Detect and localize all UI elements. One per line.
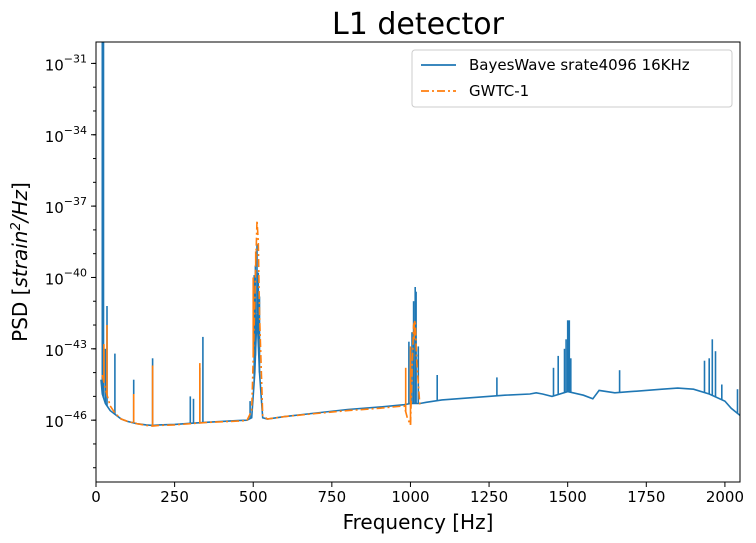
x-tick-label: 500 bbox=[239, 488, 268, 506]
y-tick-label: 10−34 bbox=[45, 124, 87, 146]
x-axis: 0 250 500 750 1000 1250 1500 1750 2000 bbox=[91, 482, 744, 506]
legend-label-gwtc1: GWTC-1 bbox=[469, 82, 529, 100]
series-curve bbox=[100, 313, 740, 427]
legend-frame bbox=[411, 49, 733, 108]
x-tick-label: 1500 bbox=[549, 488, 587, 506]
y-tick-label: 10−37 bbox=[45, 195, 87, 217]
x-tick-label: 2000 bbox=[706, 488, 744, 506]
x-tick-label: 1000 bbox=[391, 488, 429, 506]
y-tick-label: 10−40 bbox=[45, 266, 87, 288]
x-tick-label: 0 bbox=[91, 488, 101, 506]
x-tick-label: 750 bbox=[318, 488, 347, 506]
y-axis-label: PSD [strain2/Hz] bbox=[8, 182, 32, 342]
series-1 bbox=[101, 220, 421, 427]
chart-title: L1 detector bbox=[332, 7, 505, 42]
x-tick-label: 250 bbox=[160, 488, 189, 506]
x-tick-label: 1750 bbox=[627, 488, 665, 506]
y-tick-label: 10−43 bbox=[45, 338, 87, 360]
legend-label-bayeswave: BayesWave srate4096 16KHz bbox=[469, 56, 690, 74]
y-tick-label: 10−31 bbox=[45, 52, 87, 74]
x-axis-label: Frequency [Hz] bbox=[343, 510, 494, 534]
y-tick-label: 10−46 bbox=[45, 409, 87, 431]
series-layer bbox=[100, 42, 740, 427]
y-axis: 10−31 10−34 10−37 10−40 10−43 10−46 bbox=[45, 52, 96, 469]
legend: BayesWave srate4096 16KHz GWTC-1 bbox=[411, 49, 733, 108]
plot-frame bbox=[95, 41, 741, 483]
x-tick-label: 1250 bbox=[470, 488, 508, 506]
